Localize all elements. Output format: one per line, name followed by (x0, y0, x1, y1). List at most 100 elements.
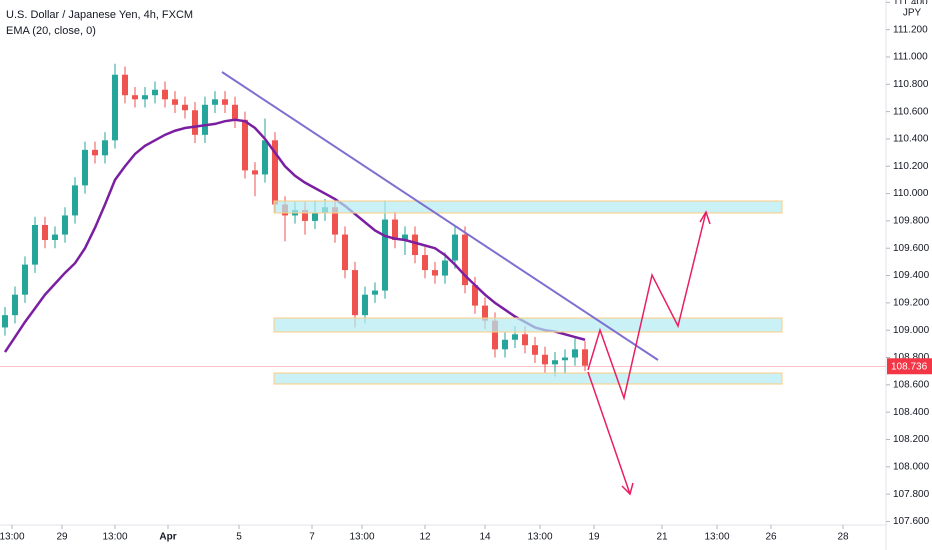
candle-body (302, 209, 308, 221)
candle-body (312, 212, 318, 221)
candle-body (472, 285, 478, 306)
candle-body (72, 185, 78, 216)
candle-body (342, 234, 348, 271)
candle-body (182, 104, 188, 111)
x-tick-label: 26 (765, 532, 777, 543)
candle-body (242, 119, 248, 171)
zone-rect (273, 200, 783, 214)
y-tick-label: 111.200 (893, 24, 928, 35)
candle-body (192, 110, 198, 135)
ema-line (3, 118, 586, 353)
last-price-label: 108.736 (891, 361, 928, 372)
y-tick-label: 109.000 (893, 325, 930, 336)
candle-body (82, 149, 88, 186)
y-tick-label: 109.200 (893, 298, 930, 309)
candle-body (572, 349, 578, 358)
y-tick-label: 109.400 (893, 270, 930, 281)
x-tick-label: 12 (419, 532, 431, 543)
candle-body (452, 234, 458, 261)
y-tick-label: 108.000 (893, 461, 930, 472)
arrow-head (699, 210, 711, 225)
candle-body (382, 219, 388, 291)
candle-body (392, 219, 398, 241)
candle-body (582, 349, 588, 366)
candle-body (162, 89, 168, 100)
candle-body (142, 95, 148, 100)
candle-body (272, 140, 278, 205)
candle-body (362, 294, 368, 316)
candle-body (502, 339, 508, 350)
y-tick-label: 108.400 (893, 407, 930, 418)
candle-body (372, 290, 378, 295)
x-tick-label: 13:00 (527, 532, 552, 543)
candle-body (22, 264, 28, 295)
candle-body (422, 255, 428, 271)
unit-bg (888, 4, 932, 22)
candle-body (562, 357, 568, 361)
projection-down (587, 371, 631, 495)
candle-body (52, 234, 58, 241)
candle-body (512, 334, 518, 340)
projection-up (587, 211, 707, 401)
x-tick-label: 19 (588, 532, 600, 543)
candle-body (442, 260, 448, 276)
candle-body (462, 234, 468, 286)
trend-line (221, 71, 659, 361)
candle-body (532, 345, 538, 355)
candle-body (402, 234, 408, 241)
x-tick-label: 28 (837, 532, 849, 543)
candle-body (12, 294, 18, 316)
y-tick-label: 110.400 (893, 134, 929, 145)
candle-body (492, 320, 498, 350)
candle-body (42, 225, 48, 241)
x-tick-label: 29 (56, 532, 68, 543)
candle-body (172, 99, 178, 105)
candle-body (522, 334, 528, 346)
zone-rect (273, 372, 783, 385)
indicator-legend: EMA (20, close, 0) (6, 25, 96, 37)
last-price-box (887, 358, 932, 375)
candle-body (552, 360, 558, 365)
y-tick-label: 108.600 (893, 379, 930, 390)
candle-body (542, 354, 548, 365)
candle-body (232, 104, 238, 120)
candle-body (152, 89, 158, 96)
candle-body (112, 74, 118, 141)
y-tick-label: 111.000 (893, 52, 928, 63)
zone-rect (273, 317, 783, 333)
candle-body (62, 215, 68, 235)
y-tick-label: 111.400 (893, 0, 928, 8)
x-tick-label: 21 (656, 532, 668, 543)
candle-body (352, 270, 358, 316)
x-tick-label: 13:00 (704, 532, 729, 543)
candle-body (212, 99, 218, 105)
x-tick-label: 13:00 (349, 532, 374, 543)
x-tick-label: 7 (309, 532, 315, 543)
candle-body (332, 207, 338, 235)
x-tick-label: 5 (236, 532, 242, 543)
x-tick-label: Apr (159, 532, 176, 543)
user-drawings (221, 71, 783, 496)
y-tick-label: 109.600 (893, 243, 930, 254)
y-tick-label: 110.000 (893, 188, 929, 199)
x-tick-label: 14 (479, 532, 491, 543)
candle-body (252, 170, 258, 175)
y-tick-label: 107.800 (893, 489, 930, 500)
y-tick-label: 108.200 (893, 434, 930, 445)
candle-body (482, 305, 488, 321)
candle-body (2, 315, 8, 328)
y-tick-label: 107.600 (893, 516, 930, 527)
axis-unit: JPY (903, 8, 922, 19)
x-tick-label: 13:00 (0, 532, 25, 543)
y-tick-label: 110.600 (893, 106, 929, 117)
y-tick-label: 110.200 (893, 161, 929, 172)
candle-body (412, 234, 418, 256)
arrow-head (621, 482, 634, 496)
candle-body (432, 270, 438, 276)
y-tick-label: 108.800 (893, 352, 930, 363)
candle-body (92, 149, 98, 156)
candle-body (102, 140, 108, 156)
y-tick-label: 109.800 (893, 216, 930, 227)
candle-body (202, 104, 208, 135)
